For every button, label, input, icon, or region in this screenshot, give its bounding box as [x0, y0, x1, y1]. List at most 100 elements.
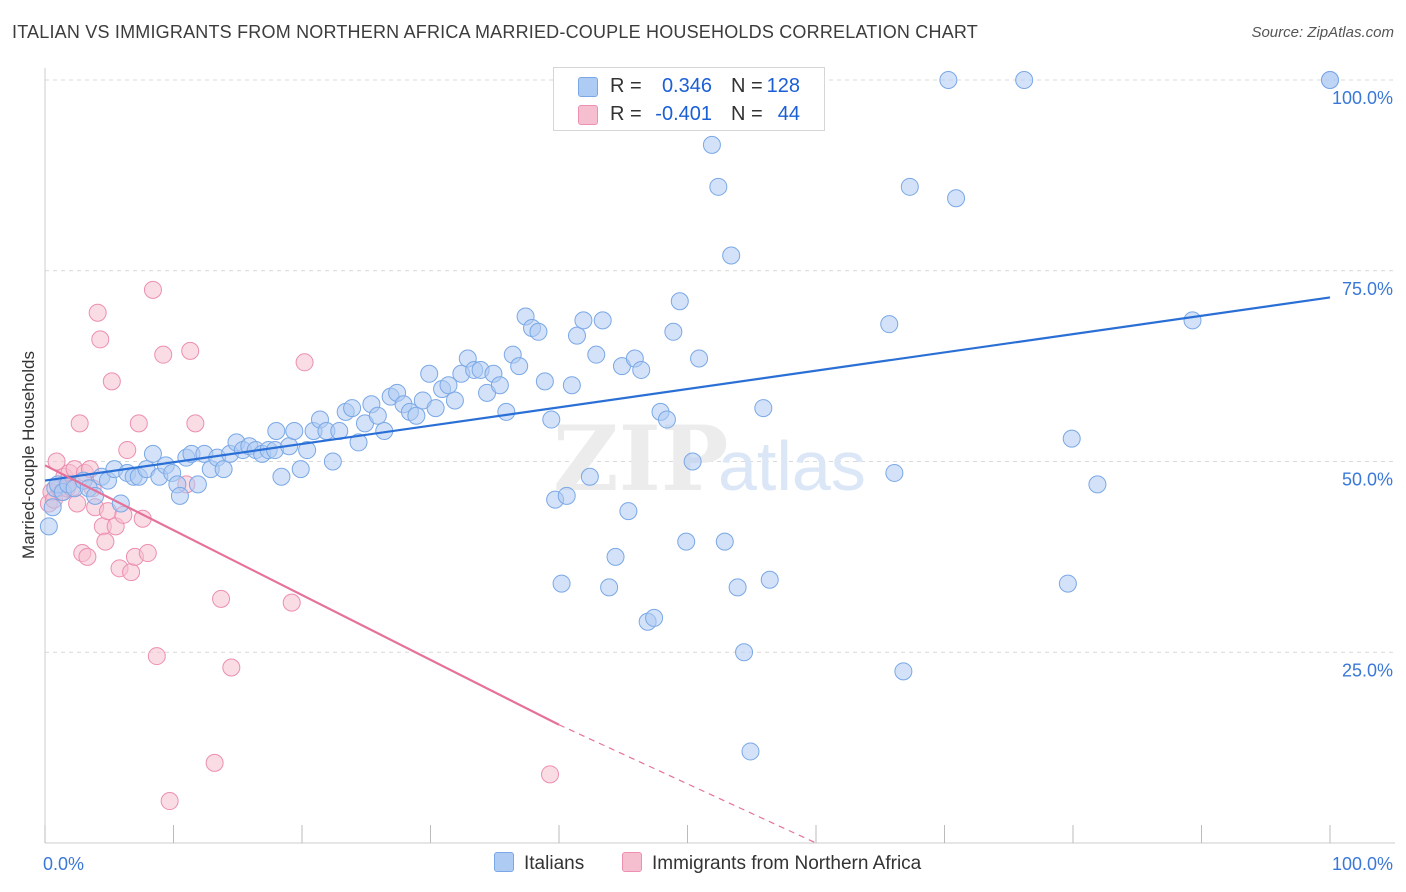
- r-value: -0.401: [655, 103, 712, 125]
- data-point-italians: [1015, 71, 1034, 89]
- legend-label-immigrants: Immigrants from Northern Africa: [652, 853, 922, 874]
- immigrants-legend-swatch: [622, 852, 642, 872]
- legend-item-italians[interactable]: Italians: [494, 852, 584, 875]
- data-point-italians: [735, 643, 754, 662]
- data-point-italians: [580, 467, 599, 486]
- data-point-italians: [600, 578, 619, 597]
- n-value: 44: [777, 103, 800, 125]
- series-immigrants-points: [39, 280, 560, 811]
- data-point-immigrants: [212, 589, 231, 608]
- data-point-italians: [574, 311, 593, 330]
- data-point-italians: [885, 463, 904, 482]
- data-point-italians: [880, 315, 899, 334]
- data-point-italians: [900, 177, 919, 196]
- data-point-italians: [741, 742, 760, 761]
- data-point-italians: [542, 410, 561, 429]
- data-point-italians: [709, 177, 728, 196]
- data-point-italians: [298, 441, 317, 460]
- data-point-immigrants: [70, 414, 89, 433]
- data-point-immigrants: [138, 544, 157, 563]
- data-point-italians: [690, 349, 709, 368]
- data-point-italians: [552, 574, 571, 593]
- data-point-italians: [267, 421, 286, 440]
- data-point-italians: [214, 460, 233, 479]
- stats-legend: R = 0.346 N = 128 R = -0.401 N = 44: [553, 67, 825, 131]
- x-tick-label: 100.0%: [1332, 854, 1393, 874]
- data-point-italians: [323, 452, 342, 471]
- data-point-italians: [619, 502, 638, 521]
- data-point-immigrants: [160, 792, 179, 811]
- data-point-italians: [407, 406, 426, 425]
- y-tick-label: 25.0%: [1342, 660, 1393, 680]
- data-point-italians: [170, 486, 189, 505]
- r-label: R =: [610, 103, 642, 125]
- axes: [44, 68, 1395, 844]
- legend-item-immigrants[interactable]: Immigrants from Northern Africa: [622, 852, 921, 875]
- y-tick-label: 50.0%: [1342, 470, 1393, 490]
- x-tick-label: 0.0%: [43, 854, 84, 874]
- data-point-immigrants: [222, 658, 241, 677]
- data-point-italians: [1183, 311, 1202, 330]
- data-point-italians: [426, 399, 445, 418]
- data-point-italians: [645, 608, 664, 627]
- data-point-italians: [677, 532, 696, 551]
- data-point-italians: [535, 372, 554, 391]
- data-point-italians: [715, 532, 734, 551]
- data-point-italians: [722, 246, 741, 265]
- data-point-italians: [664, 322, 683, 341]
- data-point-immigrants: [541, 765, 560, 784]
- r-label: R =: [610, 75, 642, 97]
- series-italians-points: [39, 71, 1339, 761]
- italians-swatch: [578, 77, 598, 97]
- data-point-italians: [272, 467, 291, 486]
- data-point-italians: [143, 444, 162, 463]
- y-tick-label: 100.0%: [1332, 88, 1393, 108]
- data-point-immigrants: [186, 414, 205, 433]
- chart-title: ITALIAN VS IMMIGRANTS FROM NORTHERN AFRI…: [12, 22, 978, 42]
- italians-legend-swatch: [494, 852, 514, 872]
- n-label: N =: [731, 75, 763, 97]
- n-label: N =: [731, 103, 763, 125]
- data-point-italians: [894, 662, 913, 681]
- data-point-italians: [445, 391, 464, 410]
- trend-lines: [44, 296, 1331, 844]
- data-point-immigrants: [205, 753, 224, 772]
- data-point-immigrants: [91, 330, 110, 349]
- watermark-atlas: atlas: [718, 427, 866, 505]
- y-axis-label: Married-couple Households: [19, 351, 38, 559]
- data-point-italians: [947, 189, 966, 208]
- data-point-italians: [529, 322, 548, 341]
- data-point-italians: [420, 364, 439, 383]
- data-point-italians: [497, 402, 516, 421]
- data-point-immigrants: [154, 345, 173, 364]
- n-value: 128: [766, 75, 800, 97]
- data-point-immigrants: [147, 647, 166, 666]
- data-point-italians: [439, 376, 458, 395]
- data-point-italians: [1058, 574, 1077, 593]
- stats-row-italians: R = 0.346 N = 128: [554, 71, 824, 101]
- data-point-italians: [1088, 475, 1107, 494]
- data-point-immigrants: [102, 372, 121, 391]
- data-point-italians: [754, 399, 773, 418]
- data-point-italians: [567, 326, 586, 345]
- data-point-italians: [939, 71, 958, 89]
- data-point-italians: [657, 410, 676, 429]
- watermark-zip: ZIP: [553, 406, 728, 512]
- data-point-immigrants: [282, 593, 301, 612]
- data-point-italians: [188, 475, 207, 494]
- data-point-immigrants: [181, 341, 200, 360]
- data-point-italians: [368, 406, 387, 425]
- data-point-immigrants: [88, 303, 107, 322]
- data-point-italians: [285, 421, 304, 440]
- data-point-immigrants: [78, 547, 97, 566]
- data-point-italians: [510, 357, 529, 376]
- data-point-italians: [670, 292, 689, 311]
- tick-labels: 25.0% 50.0% 75.0% 100.0% 0.0% 100.0%: [43, 88, 1393, 874]
- data-point-italians: [1321, 71, 1339, 89]
- data-point-immigrants: [129, 414, 148, 433]
- data-point-italians: [632, 360, 651, 379]
- data-point-immigrants: [68, 494, 87, 513]
- trendline-immigrants: [44, 464, 560, 726]
- data-point-italians: [760, 570, 779, 589]
